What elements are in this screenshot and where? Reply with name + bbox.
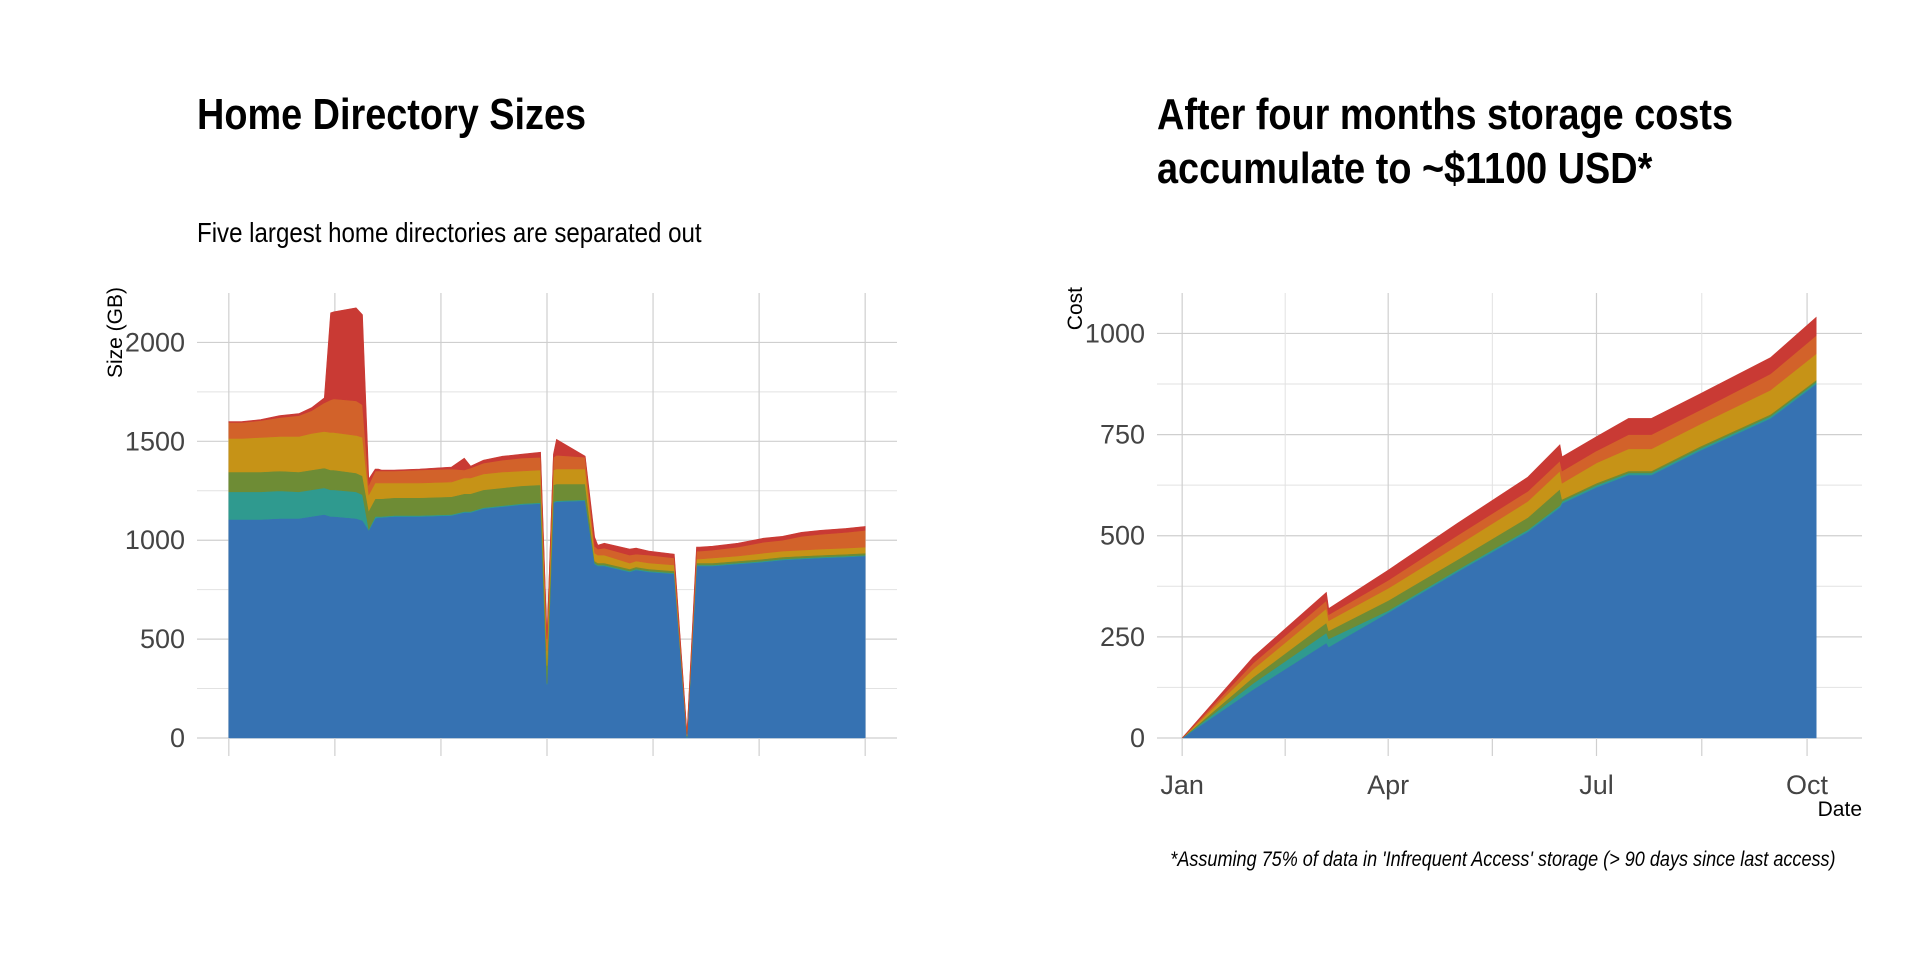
chart-caption: *Assuming 75% of data in 'Infrequent Acc…	[1170, 848, 1836, 871]
area-series-6	[228, 307, 866, 735]
x-tick-label: Oct	[1786, 770, 1829, 800]
chart-title: Home Directory Sizes	[197, 90, 587, 139]
home-directory-sizes-panel: Home Directory Sizes Five largest home d…	[104, 90, 897, 756]
chart-subtitle: Five largest home directories are separa…	[197, 217, 702, 248]
area-series-6	[1181, 316, 1817, 739]
y-tick-label: 750	[1100, 420, 1145, 450]
y-tick-label: 0	[1130, 723, 1145, 753]
x-tick-label: Jan	[1160, 770, 1204, 800]
x-tick-label: Jul	[1579, 770, 1614, 800]
y-tick-label: 250	[1100, 622, 1145, 652]
chart-title-text: After four months storage costs accumula…	[1157, 90, 1734, 193]
y-tick-label: 500	[1100, 521, 1145, 551]
y-tick-label: 1000	[125, 525, 185, 555]
chart-title: After four months storage costs accumula…	[1157, 88, 1759, 196]
y-tick-label: 2000	[125, 327, 185, 357]
y-axis-title: Cost	[1064, 287, 1087, 330]
y-tick-label: 0	[170, 723, 185, 753]
x-axis	[228, 738, 866, 756]
stacked-areas	[228, 307, 866, 739]
stacked-areas	[1181, 316, 1817, 739]
y-tick-label: 1000	[1085, 318, 1145, 348]
y-axis-title: Size (GB)	[104, 287, 127, 378]
storage-cost-panel: After four months storage costs accumula…	[960, 0, 1920, 960]
x-tick-label: Apr	[1367, 770, 1409, 800]
x-axis-title: Date	[1818, 798, 1862, 821]
y-tick-label: 500	[140, 624, 185, 654]
y-tick-label: 1500	[125, 426, 185, 456]
